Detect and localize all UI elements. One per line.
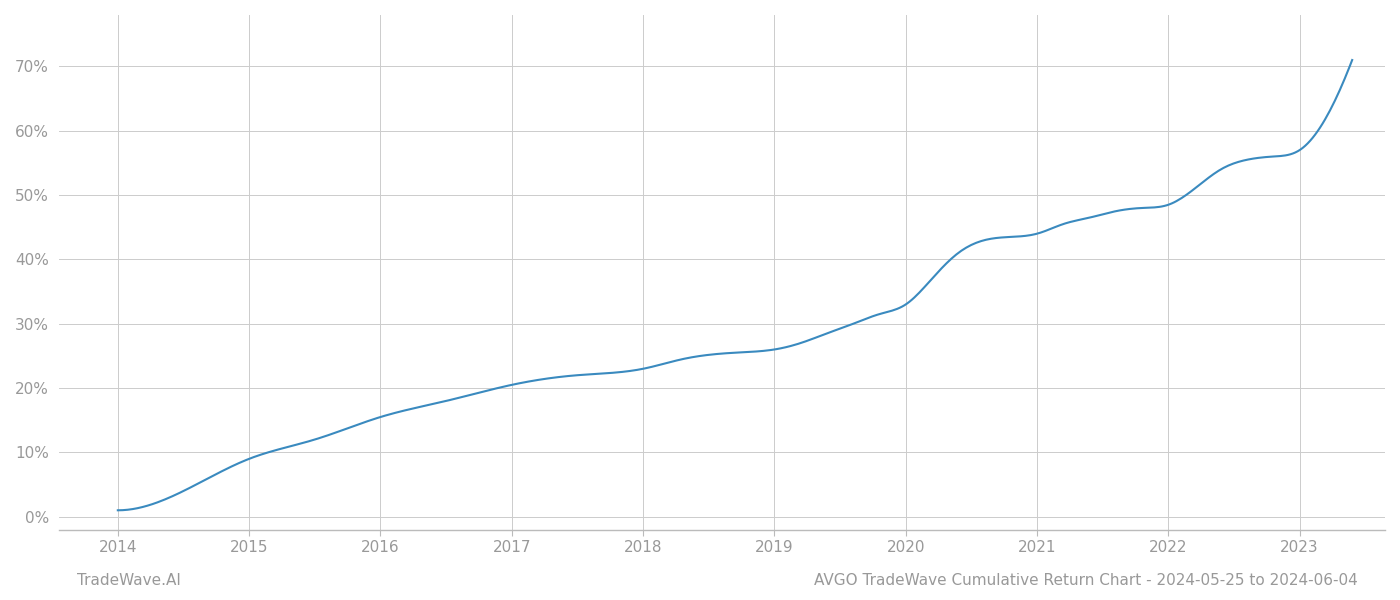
- Text: TradeWave.AI: TradeWave.AI: [77, 573, 181, 588]
- Text: AVGO TradeWave Cumulative Return Chart - 2024-05-25 to 2024-06-04: AVGO TradeWave Cumulative Return Chart -…: [815, 573, 1358, 588]
